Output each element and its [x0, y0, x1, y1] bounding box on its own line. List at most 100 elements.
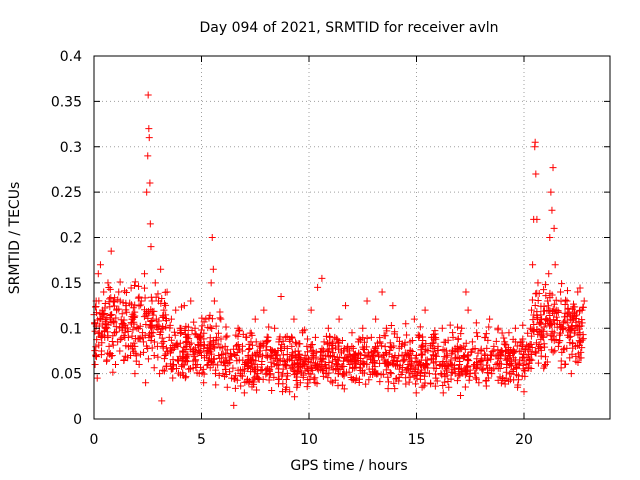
data-point: [352, 363, 360, 371]
data-point: [446, 360, 454, 368]
data-point: [231, 384, 239, 392]
data-point: [522, 361, 530, 369]
data-point: [567, 370, 575, 378]
data-point: [180, 302, 188, 310]
data-point: [406, 338, 414, 346]
x-tick-label: 20: [515, 432, 533, 448]
data-point: [105, 350, 113, 358]
y-tick-label: 0.35: [51, 94, 82, 110]
data-point: [174, 342, 182, 350]
data-point: [204, 324, 212, 332]
data-point: [324, 374, 332, 382]
data-point: [150, 307, 158, 315]
data-point: [416, 369, 424, 377]
data-point: [230, 401, 238, 409]
data-point: [385, 378, 393, 386]
data-point: [475, 379, 483, 387]
data-point: [160, 367, 168, 375]
data-point: [96, 261, 104, 269]
data-point: [151, 279, 159, 287]
data-point: [397, 342, 405, 350]
data-point: [333, 353, 341, 361]
data-point: [359, 324, 367, 332]
data-point: [143, 188, 151, 196]
data-point: [169, 345, 177, 353]
data-point: [566, 354, 574, 362]
data-point: [317, 348, 325, 356]
data-point: [405, 378, 413, 386]
y-tick-label: 0: [73, 412, 82, 428]
data-point: [150, 351, 158, 359]
data-point: [576, 338, 584, 346]
data-point: [329, 366, 337, 374]
data-point: [546, 322, 554, 330]
data-point: [492, 352, 500, 360]
data-point: [496, 351, 504, 359]
data-point: [338, 336, 346, 344]
data-point: [200, 341, 208, 349]
data-point: [144, 314, 152, 322]
data-point: [129, 326, 137, 334]
data-point: [514, 383, 522, 391]
data-point: [197, 326, 205, 334]
chart-title: Day 094 of 2021, SRMTID for receiver avl…: [199, 20, 498, 36]
data-point: [217, 315, 225, 323]
data-point: [448, 361, 456, 369]
data-point: [115, 288, 123, 296]
data-point: [98, 310, 106, 318]
data-point: [518, 338, 526, 346]
data-point: [542, 361, 549, 369]
data-point: [352, 374, 360, 382]
data-point: [549, 164, 557, 172]
data-point: [401, 341, 409, 349]
data-point: [363, 334, 371, 342]
data-point: [109, 368, 117, 376]
data-point: [431, 382, 439, 390]
data-point: [217, 335, 225, 343]
data-point: [155, 322, 163, 330]
data-point: [507, 362, 515, 370]
data-point: [101, 333, 109, 341]
data-point: [329, 340, 337, 348]
data-point: [127, 351, 135, 359]
data-point: [564, 310, 572, 318]
data-point: [402, 380, 410, 388]
data-point: [169, 362, 177, 370]
data-point: [211, 344, 219, 352]
data-point: [540, 286, 548, 294]
data-point: [248, 364, 256, 372]
data-point: [507, 370, 515, 378]
data-point: [129, 315, 137, 323]
data-point: [548, 291, 556, 299]
data-point: [292, 338, 300, 346]
data-point: [328, 345, 336, 353]
data-point: [221, 342, 229, 350]
data-point: [487, 351, 495, 359]
data-point: [575, 337, 583, 345]
data-point: [446, 321, 454, 329]
data-point: [572, 342, 580, 350]
axis-ticks: [93, 55, 610, 420]
data-point: [223, 383, 231, 391]
data-point: [340, 362, 348, 370]
data-point: [227, 350, 235, 358]
data-point: [282, 375, 290, 383]
data-point: [505, 329, 513, 337]
data-point: [542, 353, 550, 361]
data-point: [212, 322, 220, 330]
data-point: [247, 329, 255, 337]
data-point: [486, 364, 494, 372]
data-point: [244, 361, 252, 369]
data-point: [139, 329, 147, 337]
data-point: [532, 349, 540, 357]
data-point: [288, 357, 296, 365]
data-point: [382, 324, 390, 332]
data-point: [303, 342, 311, 350]
data-point: [579, 335, 587, 343]
data-point: [463, 369, 471, 377]
data-point: [574, 288, 582, 296]
data-point: [473, 375, 481, 383]
data-point: [465, 376, 473, 384]
data-point: [308, 353, 316, 361]
data-point: [549, 348, 557, 356]
